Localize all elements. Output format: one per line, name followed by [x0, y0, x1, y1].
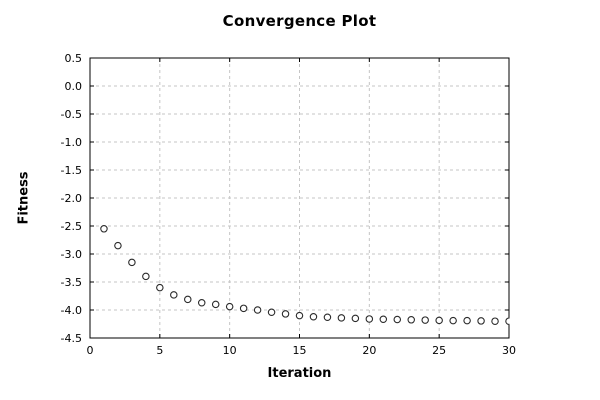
data-point — [239, 304, 248, 313]
data-point — [379, 315, 388, 323]
data-point — [225, 302, 234, 311]
data-point — [211, 300, 220, 309]
data-point — [197, 298, 206, 307]
y-tick-label: -4.5 — [61, 332, 82, 345]
y-tick-label: -3.0 — [61, 248, 82, 261]
data-point — [309, 312, 318, 321]
data-point — [156, 283, 164, 292]
data-point — [337, 314, 346, 322]
y-axis-label: Fitness — [16, 171, 32, 225]
y-tick-label: -4.0 — [61, 304, 82, 317]
y-tick-labels: 0.5 0.0 -0.5 -1.0 -1.5 -2.0 -2.5 -3.0 -3.5 -4.0 -4… — [61, 52, 82, 345]
data-point — [184, 295, 192, 304]
y-tick-label: -3.5 — [61, 276, 82, 289]
data-points — [100, 225, 510, 325]
x-tick-label: 20 — [362, 344, 376, 357]
x-tick-label: 0 — [87, 344, 94, 357]
x-tick-label: 15 — [293, 344, 307, 357]
data-point — [435, 316, 443, 325]
data-point — [449, 316, 457, 325]
data-point — [100, 225, 108, 233]
data-point — [281, 310, 290, 318]
data-point — [407, 316, 415, 324]
y-tick-label: -1.5 — [61, 164, 82, 177]
y-tick-label: 0.5 — [65, 52, 83, 65]
data-point — [323, 313, 332, 322]
data-point — [491, 317, 499, 325]
data-point — [505, 317, 510, 325]
data-point — [365, 315, 374, 323]
data-point — [295, 311, 304, 320]
data-point — [170, 291, 178, 299]
x-tick-label: 25 — [432, 344, 446, 357]
y-tick-label: 0.0 — [65, 80, 83, 93]
y-tick-label: -1.0 — [61, 136, 82, 149]
x-axis-label: Iteration — [267, 366, 332, 381]
tick-marks — [89, 57, 510, 339]
x-tick-label: 10 — [223, 344, 237, 357]
data-point — [351, 314, 360, 323]
data-point — [421, 316, 429, 324]
data-point — [463, 316, 471, 325]
data-point — [267, 308, 276, 316]
y-tick-label: -2.5 — [61, 220, 82, 233]
x-tick-label: 5 — [156, 344, 163, 357]
data-point — [114, 241, 122, 250]
grid — [89, 57, 510, 339]
data-point — [393, 315, 402, 324]
y-tick-label: -2.0 — [61, 192, 82, 205]
data-point — [142, 272, 150, 281]
chart-title: Convergence Plot — [222, 12, 377, 30]
data-point — [253, 306, 262, 314]
data-point — [128, 258, 136, 267]
x-tick-labels: 0 5 10 15 20 25 30 — [87, 344, 517, 357]
data-point — [477, 317, 485, 325]
x-tick-label: 30 — [502, 344, 516, 357]
y-tick-label: -0.5 — [61, 108, 82, 121]
